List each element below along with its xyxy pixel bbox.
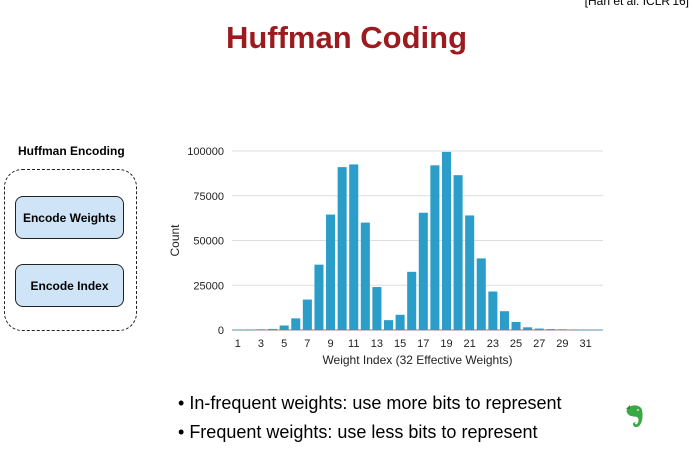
x-tick-label: 9: [327, 338, 333, 350]
histogram-bar: [244, 329, 254, 331]
histogram-bar: [314, 264, 324, 330]
y-tick-label: 75000: [193, 191, 224, 203]
encoding-panel: Encode Weights Encode Index: [4, 169, 137, 331]
histogram-bar: [256, 329, 266, 330]
histogram-bar: [511, 321, 521, 330]
encode-weights-box: Encode Weights: [15, 196, 124, 239]
bullet-text-frequent: Frequent weights: use less bits to repre…: [189, 422, 538, 442]
histogram-bar: [430, 165, 440, 330]
y-tick-label: 100000: [187, 146, 224, 158]
huffman-encoding-heading: Huffman Encoding: [18, 144, 125, 158]
histogram-chart: 0 25000 50000 75000 100000 1 3 5 7 9 11 13 15 17 19 21 2…: [165, 140, 610, 380]
histogram-bar: [337, 167, 347, 330]
histogram-bar: [383, 320, 394, 330]
bullet-item: • Frequent weights: use less bits to rep…: [178, 422, 538, 442]
histogram-bar: [546, 329, 556, 330]
y-tick-label: 0: [218, 325, 224, 337]
histogram-bar: [465, 215, 475, 330]
y-axis-label: Count: [168, 224, 182, 257]
histogram-bar: [476, 258, 486, 330]
histogram-bar: [407, 271, 417, 330]
x-tick-label: 3: [258, 338, 264, 350]
y-tick-label: 25000: [193, 280, 224, 292]
x-tick-label: 31: [579, 338, 591, 350]
x-tick-label: 19: [440, 338, 452, 350]
histogram-bar: [268, 328, 278, 330]
x-tick-label: 23: [487, 338, 499, 350]
histogram-bar: [488, 291, 498, 330]
histogram-bar: [302, 299, 312, 330]
histogram-bar: [395, 314, 405, 330]
evernote-elephant-icon[interactable]: [625, 404, 645, 428]
x-tick-label: 17: [417, 338, 429, 350]
histogram-bar: [372, 287, 382, 330]
bullet-item: • In-frequent weights: use more bits to …: [178, 393, 562, 413]
x-tick-label: 21: [464, 338, 476, 350]
x-tick-label: 1: [235, 338, 241, 350]
histogram-bar: [326, 214, 336, 330]
histogram-bar: [360, 222, 370, 330]
encode-index-box: Encode Index: [15, 264, 124, 307]
histogram-bar: [569, 329, 579, 331]
histogram-bar: [534, 328, 544, 330]
x-tick-label: 27: [533, 338, 545, 350]
histogram-bar: [581, 329, 591, 331]
histogram-bar: [523, 327, 533, 330]
x-tick-label: 13: [371, 338, 383, 350]
citation: [Han et al. ICLR'16]: [584, 0, 689, 8]
x-tick-label: 25: [510, 338, 522, 350]
histogram-bar: [499, 311, 509, 330]
slide-title: Huffman Coding: [225, 20, 468, 55]
x-axis-label: Weight Index (32 Effective Weights): [322, 353, 512, 367]
x-tick-label: 7: [304, 338, 310, 350]
y-tick-label: 50000: [193, 236, 224, 248]
bullet-text-infrequent: In-frequent weights: use more bits to re…: [189, 393, 562, 413]
histogram-bar: [291, 318, 301, 330]
x-tick-label: 11: [348, 338, 359, 350]
histogram-bar: [349, 164, 359, 330]
histogram-bar: [233, 329, 243, 331]
x-tick-label: 29: [556, 338, 568, 350]
x-tick-label: 5: [281, 338, 287, 350]
bullet-list: • In-frequent weights: use more bits to …: [178, 393, 562, 451]
x-tick-label: 15: [394, 338, 406, 350]
histogram-bar: [418, 212, 428, 330]
histogram-bar: [279, 325, 289, 330]
histogram-bar: [453, 175, 463, 330]
histogram-bar: [441, 151, 452, 330]
histogram-bar: [557, 329, 567, 330]
histogram-bar: [592, 329, 602, 331]
